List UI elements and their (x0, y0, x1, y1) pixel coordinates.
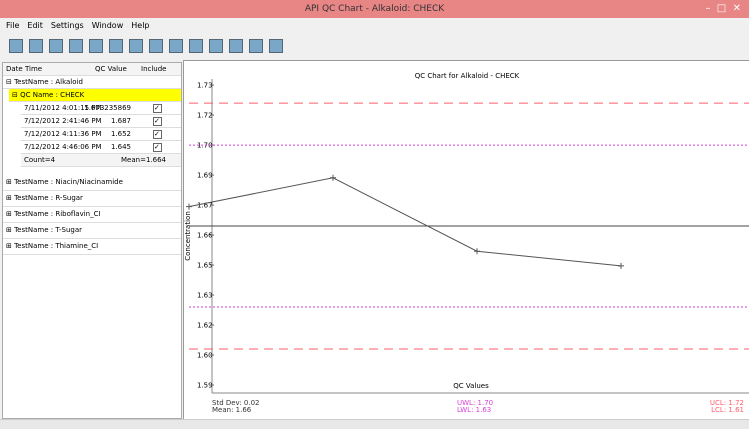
include-checkbox[interactable]: ✓ (153, 130, 162, 139)
tool[interactable] (209, 39, 223, 53)
y-tick-label: 1.69 (197, 172, 213, 180)
menu-bar: File Edit Settings Window Help (0, 19, 158, 33)
header-row: Date Time QC Value Include (3, 63, 181, 76)
count: Count=4 (24, 156, 56, 164)
summary-row: Count=4 Mean=1.664 (21, 154, 181, 167)
window-controls[interactable]: – □ ✕ (705, 3, 741, 14)
menu-item[interactable]: File (6, 21, 20, 30)
date-time: 7/12/2012 2:41:46 PM (24, 117, 102, 125)
stat-label: UWL: 1.70 (457, 399, 493, 407)
y-tick-label: 1.60 (197, 352, 213, 360)
title-bar: API QC Chart - Alkaloid: CHECK – □ ✕ (0, 0, 749, 18)
chart: QC Chart for Alkaloid - CHECK Concentrati… (184, 72, 749, 414)
data-rows: 7/11/2012 4:01:15 PM 1.673235869 ✓ 7/12/201… (3, 102, 181, 154)
data-row[interactable]: 7/12/2012 2:41:46 PM 1.687 ✓ (21, 115, 181, 128)
chart-panel: QC Chart for Alkaloid - CHECK Concentrati… (183, 60, 749, 420)
y-tick-label: 1.73 (197, 82, 213, 90)
tool[interactable] (69, 39, 83, 53)
y-tick-label: 1.72 (197, 112, 213, 120)
qc-value: 1.673235869 (84, 104, 131, 112)
mean: Mean=1.664 (121, 156, 166, 164)
group-row[interactable]: ⊞ TestName : T-Sugar (3, 223, 181, 239)
group-row[interactable]: ⊞ TestName : R-Sugar (3, 191, 181, 207)
column-header[interactable]: Include (141, 65, 167, 73)
menu-item[interactable]: Edit (27, 21, 43, 30)
tool[interactable] (269, 39, 283, 53)
tool[interactable] (149, 39, 163, 53)
y-tick-label: 1.63 (197, 292, 213, 300)
tool[interactable] (169, 39, 183, 53)
menu-item[interactable]: Settings (50, 21, 84, 30)
y-tick-label: 1.70 (197, 142, 213, 150)
data-row[interactable]: 7/12/2012 4:46:06 PM 1.645 ✓ (21, 141, 181, 154)
tool[interactable] (129, 39, 143, 53)
data-point (474, 248, 480, 255)
stat-label: LWL: 1.63 (457, 406, 491, 414)
data-point (330, 174, 336, 181)
status-bar (0, 419, 749, 429)
tool[interactable] (9, 39, 23, 53)
column-header[interactable]: Date Time (6, 65, 43, 73)
y-tick-label: 1.65 (197, 262, 213, 270)
y-tick-label: 1.67 (197, 202, 213, 210)
menu-item[interactable]: Window (91, 21, 124, 30)
date-time: 7/12/2012 4:11:36 PM (24, 130, 102, 138)
chart-title: QC Chart for Alkaloid - CHECK (415, 72, 520, 80)
y-tick-label: 1.62 (197, 322, 213, 330)
date-time: 7/11/2012 4:01:15 PM (24, 104, 102, 112)
stat-label: LCL: 1.61 (711, 406, 744, 414)
menu-item[interactable]: Help (131, 21, 150, 30)
group-label: TestName : Alkaloid (14, 78, 83, 86)
qc-row[interactable]: ⊟ QC Name : CHECK (9, 89, 181, 102)
stat-label: UCL: 1.72 (710, 399, 744, 407)
include-checkbox[interactable]: ✓ (153, 117, 162, 126)
window-title: API QC Chart - Alkaloid: CHECK (304, 4, 445, 14)
qc-label: QC Name : CHECK (20, 91, 85, 99)
group-row[interactable]: ⊞ TestName : Thiamine_CI (3, 239, 181, 255)
series-line (188, 177, 622, 267)
tree-panel: Date Time QC Value Include ⊟ TestName : Al… (2, 62, 182, 419)
column-header[interactable]: QC Value (95, 65, 127, 73)
tool[interactable] (229, 39, 243, 53)
stat-label: Std Dev: 0.02 (212, 399, 259, 407)
group-label: TestName : Riboflavin_CI (14, 210, 101, 218)
tool[interactable] (49, 39, 63, 53)
tool[interactable] (89, 39, 103, 53)
data-point (186, 203, 192, 210)
toolbar (6, 37, 286, 55)
group-row[interactable]: ⊞ TestName : Riboflavin_CI (3, 207, 181, 223)
x-axis-label: QC Values (453, 382, 489, 390)
stat-label: Mean: 1.66 (212, 406, 252, 414)
group-label: TestName : T-Sugar (14, 226, 82, 234)
y-tick-label: 1.59 (197, 382, 213, 390)
group-label: TestName : Thiamine_CI (14, 242, 99, 250)
qc-value: 1.645 (110, 143, 131, 151)
y-tick-label: 1.66 (197, 232, 213, 240)
group-label: TestName : R-Sugar (14, 194, 83, 202)
y-axis-label: Concentration (184, 211, 192, 261)
other-groups: ⊞ TestName : Niacin/Niacinamide ⊞ TestNam… (3, 175, 181, 255)
qc-value: 1.687 (110, 117, 131, 125)
group-row[interactable]: ⊟ TestName : Alkaloid (3, 76, 181, 89)
tool[interactable] (29, 39, 43, 53)
include-checkbox[interactable]: ✓ (153, 104, 162, 113)
qc-value: 1.652 (110, 130, 131, 138)
date-time: 7/12/2012 4:46:06 PM (24, 143, 102, 151)
data-row[interactable]: 7/12/2012 4:11:36 PM 1.652 ✓ (21, 128, 181, 141)
tool[interactable] (109, 39, 123, 53)
tool[interactable] (249, 39, 263, 53)
group-row[interactable]: ⊞ TestName : Niacin/Niacinamide (3, 175, 181, 191)
data-row[interactable]: 7/11/2012 4:01:15 PM 1.673235869 ✓ (21, 102, 181, 115)
data-point (618, 262, 624, 269)
group-label: TestName : Niacin/Niacinamide (14, 178, 123, 186)
include-checkbox[interactable]: ✓ (153, 143, 162, 152)
tool[interactable] (189, 39, 203, 53)
